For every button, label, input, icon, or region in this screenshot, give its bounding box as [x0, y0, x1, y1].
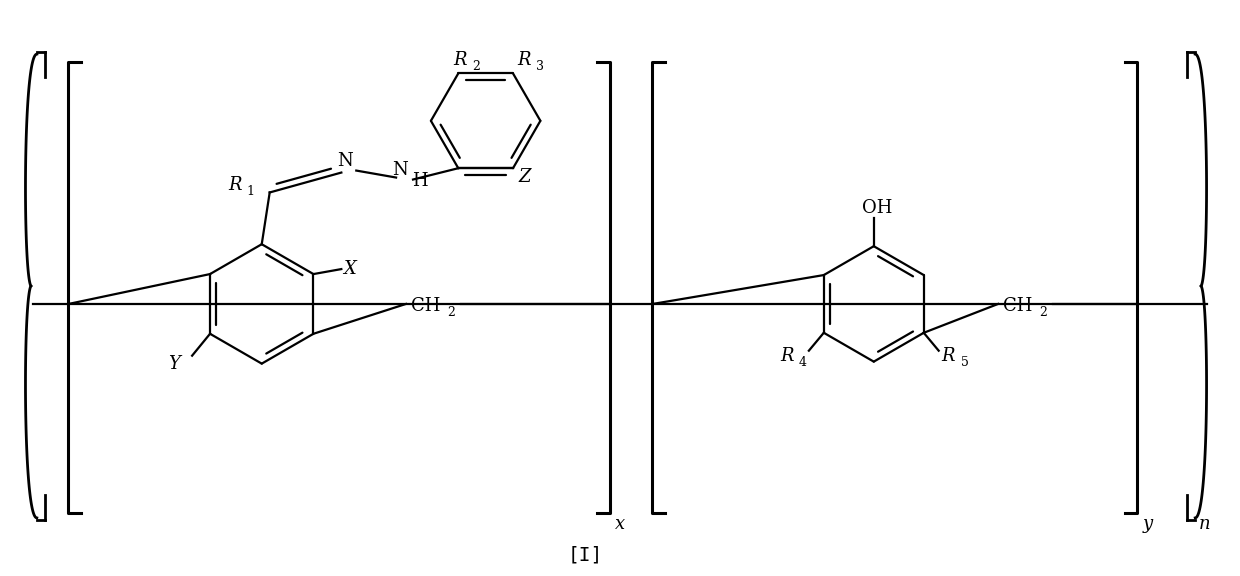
Text: 3: 3 [536, 60, 544, 73]
Text: N: N [337, 151, 353, 169]
Text: N: N [392, 161, 408, 179]
Text: CH: CH [410, 297, 440, 315]
Text: [I]: [I] [568, 545, 603, 564]
Text: H: H [412, 172, 428, 191]
Text: R: R [228, 176, 242, 195]
Text: X: X [343, 260, 356, 278]
Text: 2: 2 [1039, 306, 1047, 319]
Text: 5: 5 [961, 355, 968, 369]
Text: R: R [454, 51, 466, 70]
Text: n: n [1199, 515, 1210, 533]
Text: R: R [941, 347, 955, 365]
Text: 2: 2 [446, 306, 455, 319]
Text: 1: 1 [247, 185, 254, 199]
Text: R: R [780, 347, 794, 365]
Text: 2: 2 [472, 60, 480, 73]
Text: OH: OH [862, 199, 893, 217]
Text: Y: Y [169, 355, 180, 373]
Text: CH: CH [1003, 297, 1033, 315]
Text: 4: 4 [799, 355, 807, 369]
Text: R: R [517, 51, 531, 70]
Text: y: y [1142, 515, 1153, 533]
Text: Z: Z [518, 168, 531, 186]
Text: x: x [615, 515, 625, 533]
